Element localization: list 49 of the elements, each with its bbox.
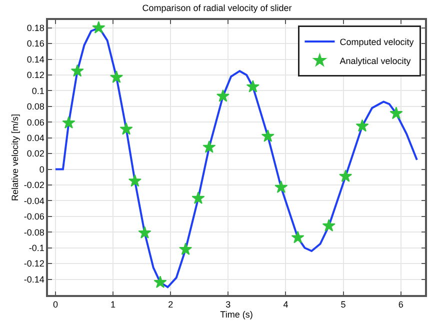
y-tick-label: 0.16 xyxy=(26,38,44,49)
y-tick-label: 0.04 xyxy=(26,133,44,144)
y-tick-label: 0.06 xyxy=(26,117,44,128)
y-tick-label: 0 xyxy=(39,164,44,174)
y-tick-label: -0.1 xyxy=(28,243,44,254)
y-tick-label: 0.14 xyxy=(26,54,44,64)
y-tick-label: -0.12 xyxy=(24,258,44,269)
point xyxy=(179,242,192,256)
y-tick-label: 0.18 xyxy=(26,23,44,34)
point xyxy=(390,106,403,120)
y-tick-label: 0.12 xyxy=(26,70,44,80)
y-tick-label: 0.08 xyxy=(26,102,44,112)
legend-label: Computed velocity xyxy=(340,37,414,48)
x-tick-label: 6 xyxy=(398,300,404,310)
point xyxy=(246,80,260,92)
x-tick-label: 4 xyxy=(283,300,288,310)
x-axis-title: Time (s) xyxy=(220,310,253,320)
point xyxy=(356,119,369,132)
point xyxy=(128,174,142,187)
point xyxy=(339,170,352,182)
point xyxy=(110,70,123,83)
point xyxy=(274,180,288,193)
y-axis-title: Relative velocity [m/s] xyxy=(10,114,20,202)
legend-label: Analytical velocity xyxy=(340,56,412,66)
chart-title: Comparison of radial velocity of slider xyxy=(142,3,292,14)
x-tick-label: 3 xyxy=(226,300,231,310)
point xyxy=(92,21,106,34)
y-tick-label: 0.02 xyxy=(26,148,44,159)
point xyxy=(261,129,274,142)
x-tick-label: 1 xyxy=(110,300,116,310)
y-tick-label: -0.14 xyxy=(24,274,44,284)
y-tick-label: -0.06 xyxy=(24,212,44,222)
x-tick-label: 2 xyxy=(168,300,174,310)
point xyxy=(138,226,152,239)
y-tick-label: -0.02 xyxy=(24,180,44,190)
point xyxy=(62,116,76,129)
y-tick-label: -0.04 xyxy=(24,196,44,206)
y-tick-label: 0.1 xyxy=(32,86,44,96)
point xyxy=(202,140,216,153)
point xyxy=(70,64,84,77)
point xyxy=(216,89,230,102)
point xyxy=(322,219,336,232)
x-tick-label: 5 xyxy=(340,300,346,310)
point xyxy=(120,122,133,135)
y-tick-label: -0.08 xyxy=(24,227,44,238)
point xyxy=(192,192,205,204)
point xyxy=(291,230,304,244)
x-tick-label: 0 xyxy=(52,300,58,310)
point xyxy=(154,276,167,288)
